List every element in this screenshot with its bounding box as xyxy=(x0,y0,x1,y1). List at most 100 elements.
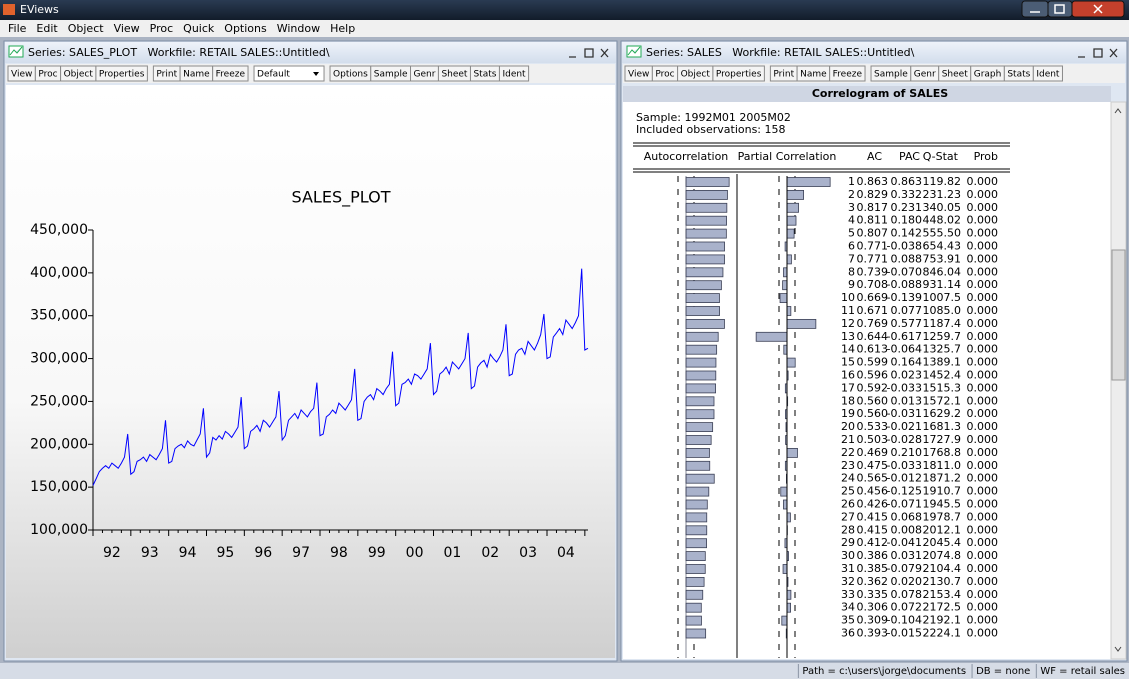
toolbar-button-label[interactable]: Freeze xyxy=(216,70,246,80)
status-item: WF = retail sales xyxy=(1040,666,1125,677)
ac-value: 0.863 xyxy=(857,175,889,188)
minimize-button[interactable] xyxy=(1021,0,1049,18)
pac-bar xyxy=(786,357,796,368)
lag: 13 xyxy=(841,330,855,343)
pac-value: 0.332 xyxy=(891,188,923,201)
menu-item[interactable]: Options xyxy=(224,22,267,35)
toolbar-button-label[interactable]: Ident xyxy=(1036,70,1060,80)
ac-bar xyxy=(685,241,725,252)
ac-value: 0.669 xyxy=(857,291,889,304)
toolbar-button-label[interactable]: Proc xyxy=(38,70,57,80)
toolbar-button-label[interactable]: Genr xyxy=(414,70,436,80)
q-stat: 2074.8 xyxy=(923,549,962,562)
ac-bar xyxy=(685,293,720,304)
ac-bar xyxy=(685,254,725,265)
left-title-bar xyxy=(5,42,616,63)
ac-value: 0.739 xyxy=(857,265,889,278)
toolbar-button-label[interactable]: Sheet xyxy=(441,70,467,80)
pac-value: -0.139 xyxy=(887,291,922,304)
menu-item[interactable]: View xyxy=(114,22,140,35)
menu-item[interactable]: File xyxy=(8,22,27,35)
left-window-controls[interactable] xyxy=(569,48,609,58)
pac-value: 0.077 xyxy=(891,304,923,317)
lag: 32 xyxy=(841,575,855,588)
toolbar-button[interactable] xyxy=(829,65,866,82)
toolbar-button-label[interactable]: View xyxy=(628,70,649,80)
menu-item[interactable]: Edit xyxy=(36,22,58,35)
ac-bar xyxy=(685,589,704,600)
toolbar-button-label[interactable]: Sample xyxy=(874,70,908,80)
toolbar-button-label[interactable]: Freeze xyxy=(833,70,863,80)
toolbar-button-label[interactable]: Name xyxy=(800,70,827,80)
ac-bar xyxy=(685,422,714,433)
ac-bar xyxy=(685,202,728,213)
q-stat: 1681.3 xyxy=(923,420,962,433)
toolbar-button-label[interactable]: Stats xyxy=(1007,70,1030,80)
menu-item[interactable]: Window xyxy=(277,22,320,35)
ac-value: 0.385 xyxy=(857,562,889,575)
pac-value: 0.031 xyxy=(891,549,923,562)
toolbar-button-label[interactable]: Name xyxy=(183,70,210,80)
scroll-arrows[interactable] xyxy=(1114,108,1122,652)
pac-value: -0.031 xyxy=(887,407,922,420)
toolbar-button-label[interactable]: Object xyxy=(681,70,711,80)
ac-bar xyxy=(685,370,717,381)
right-window-icon xyxy=(626,45,642,58)
toolbar-button-label[interactable]: Proc xyxy=(655,70,674,80)
toolbar-button-label[interactable]: Stats xyxy=(473,70,496,80)
menu-item[interactable]: Proc xyxy=(150,22,174,35)
toolbar-button-label[interactable]: Options xyxy=(333,70,368,80)
toolbar-button[interactable] xyxy=(95,65,148,82)
toolbar-button-label[interactable]: Print xyxy=(156,70,177,80)
toolbar-button-label[interactable]: Graph xyxy=(974,70,1002,80)
ac-bar xyxy=(685,564,706,574)
lag: 4 xyxy=(848,214,855,227)
toolbar-button-label[interactable]: Properties xyxy=(716,70,762,80)
pac-value: 0.013 xyxy=(891,394,923,407)
toolbar-button-label[interactable]: Genr xyxy=(914,70,936,80)
prob: 0.000 xyxy=(967,188,999,201)
column-header: Autocorrelation xyxy=(644,150,729,163)
x-tick-label: 97 xyxy=(292,545,310,561)
status-item: DB = none xyxy=(976,666,1030,677)
pac-value: 0.088 xyxy=(891,252,923,265)
toolbar-button-label[interactable]: Object xyxy=(64,70,94,80)
lag: 36 xyxy=(841,627,855,640)
right-window-title: Series: SALES Workfile: RETAIL SALES::Un… xyxy=(646,46,915,59)
toolbar-button-label[interactable]: Ident xyxy=(502,70,526,80)
lag: 27 xyxy=(841,510,855,523)
toolbar-button-label[interactable]: Print xyxy=(773,70,794,80)
y-tick-label: 400,000 xyxy=(30,265,88,281)
pac-bar xyxy=(783,499,788,510)
toolbar-button-label[interactable]: View xyxy=(11,70,32,80)
right-window-controls[interactable] xyxy=(1078,48,1118,58)
prob: 0.000 xyxy=(967,214,999,227)
menu-item[interactable]: Object xyxy=(68,22,105,35)
toolbar-button-label[interactable]: Properties xyxy=(99,70,145,80)
lag: 6 xyxy=(848,240,855,253)
prob: 0.000 xyxy=(967,240,999,253)
prob: 0.000 xyxy=(967,459,999,472)
toolbar-button-label[interactable]: Sample xyxy=(374,70,408,80)
app-title: EViews xyxy=(20,3,59,16)
toolbar-button[interactable] xyxy=(212,65,249,82)
toolbar-button[interactable] xyxy=(498,65,530,82)
toolbar-button[interactable] xyxy=(1032,65,1063,82)
menu-item[interactable]: Help xyxy=(330,22,355,35)
toolbar-button[interactable] xyxy=(712,65,765,82)
ac-bar xyxy=(685,435,712,445)
ac-value: 0.771 xyxy=(857,252,889,265)
maximize-button[interactable] xyxy=(1047,0,1073,18)
ac-bar xyxy=(685,409,715,420)
correlogram-header-bar xyxy=(623,86,1111,102)
lag: 11 xyxy=(841,304,855,317)
prob: 0.000 xyxy=(967,381,999,394)
dropdown-label[interactable]: Default xyxy=(257,70,290,80)
scrollbar-thumb[interactable] xyxy=(1111,249,1126,381)
dropdown[interactable] xyxy=(253,65,325,82)
x-tick-label: 96 xyxy=(254,545,272,561)
menu-item[interactable]: Quick xyxy=(183,22,215,35)
prob: 0.000 xyxy=(967,588,999,601)
lag: 33 xyxy=(841,588,855,601)
toolbar-button-label[interactable]: Sheet xyxy=(942,70,968,80)
